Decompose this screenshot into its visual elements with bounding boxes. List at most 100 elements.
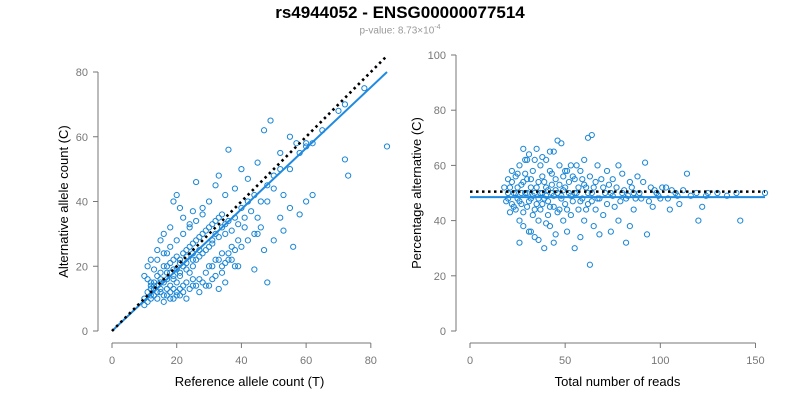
data-point bbox=[157, 237, 164, 244]
y-tick-label: 20 bbox=[76, 261, 88, 273]
x-tick-label: 60 bbox=[300, 355, 312, 367]
data-point bbox=[176, 269, 184, 276]
data-point bbox=[556, 162, 563, 169]
data-point bbox=[527, 176, 535, 183]
data-point bbox=[186, 224, 193, 231]
data-point bbox=[529, 167, 536, 175]
data-point bbox=[290, 243, 297, 250]
data-point bbox=[212, 272, 219, 280]
data-point bbox=[286, 204, 294, 212]
data-point bbox=[270, 237, 277, 244]
data-point bbox=[180, 289, 187, 296]
data-point bbox=[560, 217, 567, 224]
data-point bbox=[539, 154, 546, 161]
data-point bbox=[202, 269, 209, 276]
data-point bbox=[222, 279, 229, 286]
data-point bbox=[626, 178, 633, 186]
data-point bbox=[520, 209, 527, 216]
data-point bbox=[202, 227, 209, 234]
data-point bbox=[699, 203, 706, 210]
data-point bbox=[254, 230, 261, 237]
data-point bbox=[523, 156, 531, 163]
data-point bbox=[537, 206, 544, 213]
data-point bbox=[215, 172, 222, 179]
data-point bbox=[209, 240, 216, 247]
data-point bbox=[341, 101, 349, 108]
data-point bbox=[575, 206, 582, 213]
data-point bbox=[603, 200, 611, 208]
data-point bbox=[157, 289, 164, 296]
data-point bbox=[218, 211, 226, 218]
data-point bbox=[160, 292, 167, 299]
data-point bbox=[543, 192, 550, 199]
data-point bbox=[141, 272, 148, 280]
data-point bbox=[277, 149, 284, 157]
y-axis-title: Alternative allele count (C) bbox=[56, 125, 71, 277]
data-point bbox=[683, 170, 691, 177]
data-point bbox=[506, 209, 514, 216]
data-point bbox=[602, 189, 609, 197]
data-point bbox=[563, 228, 571, 235]
data-point bbox=[280, 227, 287, 234]
data-point bbox=[251, 230, 258, 237]
data-point bbox=[607, 228, 614, 235]
data-point bbox=[592, 178, 599, 186]
data-point bbox=[193, 256, 200, 263]
data-point bbox=[522, 156, 529, 163]
data-point bbox=[687, 192, 694, 199]
data-point bbox=[154, 246, 161, 254]
data-point bbox=[228, 243, 235, 250]
data-point bbox=[222, 259, 229, 267]
data-point bbox=[225, 256, 232, 263]
data-point bbox=[615, 162, 622, 169]
data-point bbox=[533, 145, 540, 152]
data-point bbox=[144, 298, 151, 305]
data-point bbox=[516, 217, 523, 224]
x-tick-label: 0 bbox=[109, 355, 115, 367]
data-point bbox=[244, 175, 251, 182]
data-point bbox=[254, 214, 261, 221]
data-point bbox=[544, 198, 552, 205]
data-point bbox=[183, 279, 190, 286]
data-point bbox=[199, 250, 206, 257]
data-point bbox=[611, 203, 618, 210]
data-point bbox=[518, 189, 525, 197]
data-point bbox=[212, 217, 219, 225]
data-point bbox=[186, 221, 193, 228]
data-point bbox=[173, 289, 180, 296]
data-point bbox=[581, 181, 588, 188]
data-point bbox=[596, 231, 603, 238]
x-tick-label: 50 bbox=[559, 355, 571, 367]
data-point bbox=[546, 203, 554, 210]
data-point bbox=[260, 127, 268, 134]
data-point bbox=[615, 217, 622, 224]
data-point bbox=[286, 166, 294, 173]
data-point bbox=[525, 228, 533, 235]
x-tick-label: 40 bbox=[235, 355, 247, 367]
data-point bbox=[628, 184, 635, 191]
y-tick-label: 0 bbox=[440, 326, 446, 338]
data-point bbox=[693, 189, 700, 197]
data-point bbox=[586, 173, 594, 180]
data-point bbox=[167, 295, 174, 302]
data-point bbox=[594, 195, 601, 202]
data-point bbox=[563, 167, 571, 175]
data-point bbox=[163, 263, 171, 270]
p-value-text: p-value: 8.73×10 bbox=[359, 25, 435, 37]
data-point bbox=[630, 206, 637, 213]
data-point bbox=[170, 276, 177, 283]
data-point bbox=[569, 173, 576, 180]
data-point bbox=[605, 181, 613, 188]
data-point bbox=[144, 276, 151, 283]
y-tick-label: 40 bbox=[76, 197, 88, 209]
data-point bbox=[176, 259, 184, 267]
regression-line bbox=[111, 71, 388, 332]
data-point bbox=[202, 246, 209, 254]
data-point bbox=[199, 230, 206, 237]
data-point bbox=[180, 214, 187, 221]
data-point bbox=[361, 85, 368, 92]
data-point bbox=[209, 221, 216, 228]
data-point bbox=[222, 221, 229, 228]
data-point bbox=[590, 223, 597, 230]
data-point bbox=[209, 276, 216, 283]
